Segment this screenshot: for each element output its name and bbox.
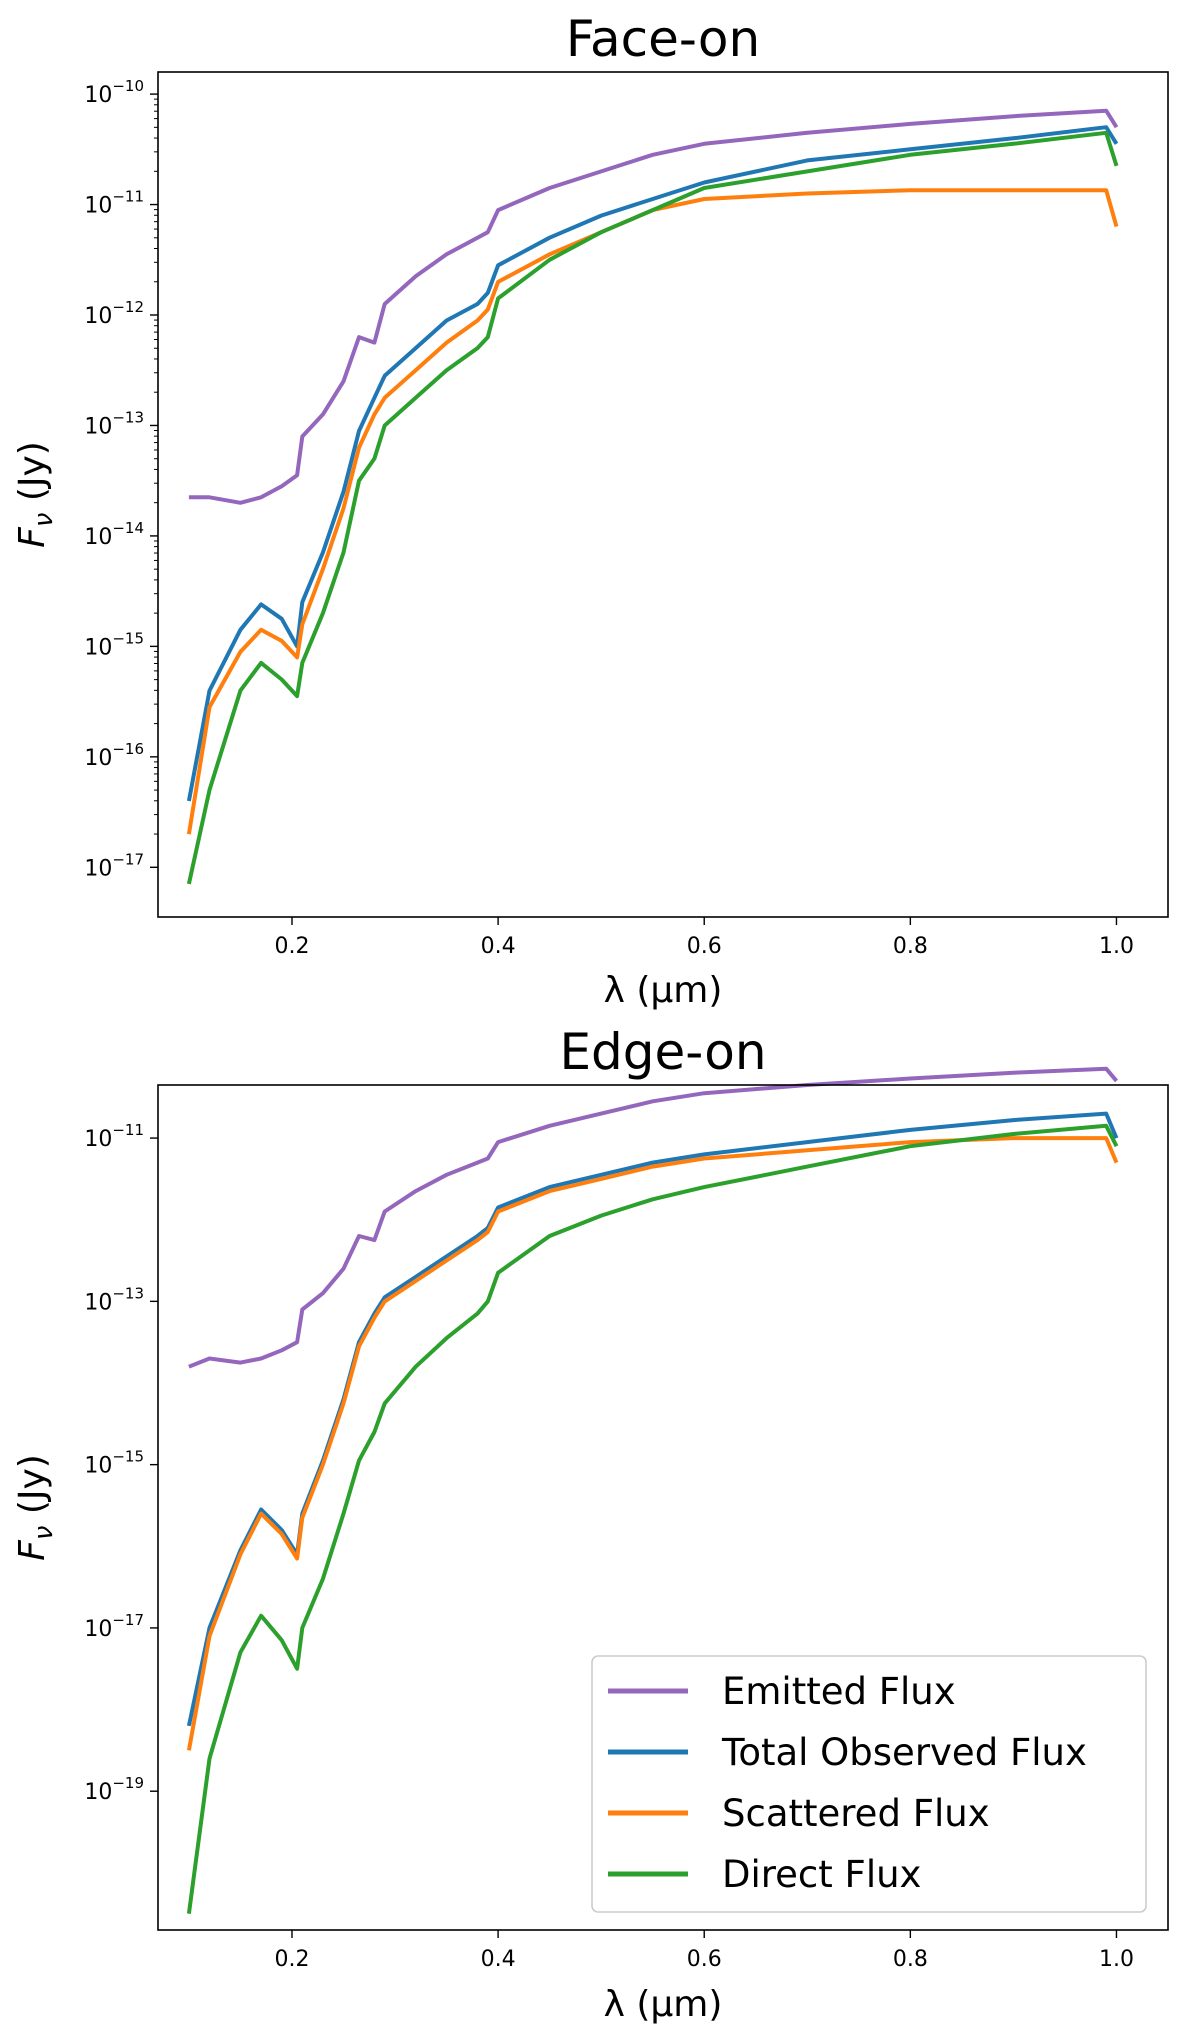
y-axis-label: Fν (Jy): [12, 1454, 59, 1561]
y-tick-label: 10−11: [84, 1121, 144, 1152]
plot-frame: [157, 1084, 1169, 1931]
series-line-emitted-flux: [188, 108, 1119, 505]
legend-box: [591, 1655, 1147, 1913]
x-tick-label: 1.0: [1099, 1947, 1134, 1972]
x-axis-label: λ (μm): [604, 1984, 723, 2025]
y-tick-label: 10−15: [84, 1448, 144, 1479]
x-tick-label: 0.4: [481, 1947, 516, 1972]
x-tick-label: 0.6: [687, 1947, 722, 1972]
x-axis-label: λ (μm): [604, 970, 723, 1011]
y-axis-label: Fν (Jy): [12, 441, 59, 548]
x-tick-label: 0.8: [893, 934, 928, 959]
legend-label: Emitted Flux: [722, 1670, 956, 1713]
y-tick-label: 10−16: [84, 740, 144, 771]
x-tick-label: 0.6: [687, 934, 722, 959]
y-tick-label: 10−13: [84, 1284, 144, 1315]
legend-label: Direct Flux: [722, 1853, 921, 1896]
edge-on-panel: Edge-on 0.2 0.4 0.6 0.8 1.0 10−19 10−17 10−15 10−…: [12, 1023, 1169, 2025]
chart-title: Edge-on: [559, 1023, 766, 1081]
plot-frame: [157, 71, 1169, 918]
legend-label: Scattered Flux: [722, 1792, 990, 1835]
y-tick-label: 10−15: [84, 629, 144, 660]
y-tick-label: 10−10: [84, 77, 144, 108]
x-tick-label: 0.2: [274, 934, 309, 959]
y-tick-label: 10−19: [84, 1774, 144, 1805]
legend-label: Total Observed Flux: [721, 1731, 1087, 1774]
chart-title: Face-on: [566, 10, 760, 68]
x-tick-label: 0.2: [274, 1947, 309, 1972]
series-line-direct-flux: [186, 130, 1119, 885]
y-tick-label: 10−17: [84, 850, 144, 881]
x-tick-label: 0.4: [481, 934, 516, 959]
series-line-scattered-flux: [186, 1136, 1119, 1751]
series-line-direct-flux: [186, 1123, 1119, 1914]
x-tick-label: 1.0: [1099, 934, 1134, 959]
series-line-scattered-flux: [186, 188, 1119, 835]
y-tick-label: 10−13: [84, 408, 144, 439]
y-tick-label: 10−12: [84, 298, 144, 329]
series-line-total-observed-flux: [186, 125, 1119, 802]
x-tick-label: 0.8: [893, 1947, 928, 1972]
y-tick-label: 10−11: [84, 188, 144, 219]
face-on-panel: Face-on 0.2 0.4 0.6 0.8 1.0 10−17 10−16 10−15 10−…: [12, 10, 1169, 1011]
y-tick-label: 10−14: [84, 519, 144, 550]
series-line-emitted-flux: [188, 1066, 1119, 1369]
series-line-total-observed-flux: [186, 1111, 1119, 1727]
y-tick-label: 10−17: [84, 1611, 144, 1642]
